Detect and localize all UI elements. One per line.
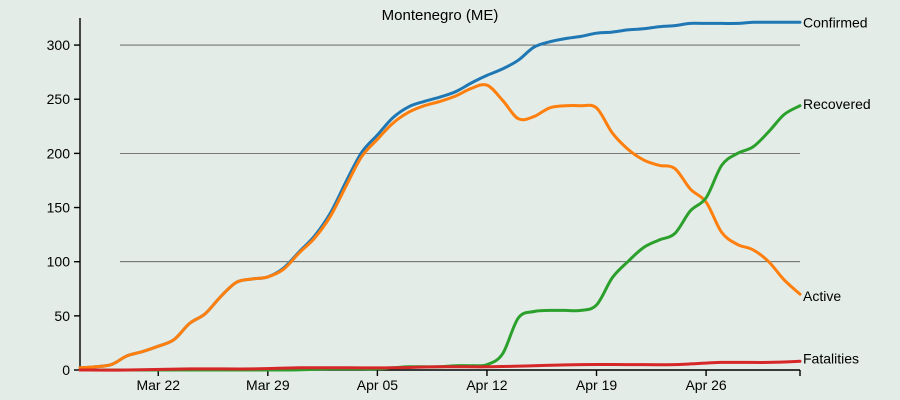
series-labels: Confirmed Recovered Active Fatalities xyxy=(803,14,871,366)
gridlines xyxy=(120,44,800,263)
series-line-confirmed xyxy=(78,20,802,370)
y-tick-label: 100 xyxy=(47,254,71,270)
series-line-active xyxy=(78,83,802,370)
axes: 0 50 100 150 200 250 300 Mar 22 Mar 29 Apr 05 Apr … xyxy=(47,18,801,393)
series-label-confirmed: Confirmed xyxy=(803,14,868,30)
y-tick-label: 0 xyxy=(62,362,70,378)
series-label-fatalities: Fatalities xyxy=(803,350,859,366)
series-line-recovered xyxy=(78,104,802,372)
y-tick-label: 250 xyxy=(47,91,71,107)
y-tick-label: 50 xyxy=(54,308,70,324)
y-tick-label: 200 xyxy=(47,145,71,161)
x-tick-label: Mar 22 xyxy=(136,377,180,393)
chart-title: Montenegro (ME) xyxy=(382,7,499,24)
x-tick-label: Apr 05 xyxy=(357,377,398,393)
x-tick-label: Apr 26 xyxy=(685,377,726,393)
x-tick-label: Mar 29 xyxy=(246,377,290,393)
series-lines xyxy=(78,20,802,372)
series-label-active: Active xyxy=(803,288,841,304)
y-tick-label: 300 xyxy=(47,37,71,53)
x-tick-label: Apr 19 xyxy=(576,377,617,393)
x-tick-label: Apr 12 xyxy=(466,377,507,393)
y-tick-label: 150 xyxy=(47,200,71,216)
series-label-recovered: Recovered xyxy=(803,96,871,112)
series-line-fatalities xyxy=(78,359,802,372)
